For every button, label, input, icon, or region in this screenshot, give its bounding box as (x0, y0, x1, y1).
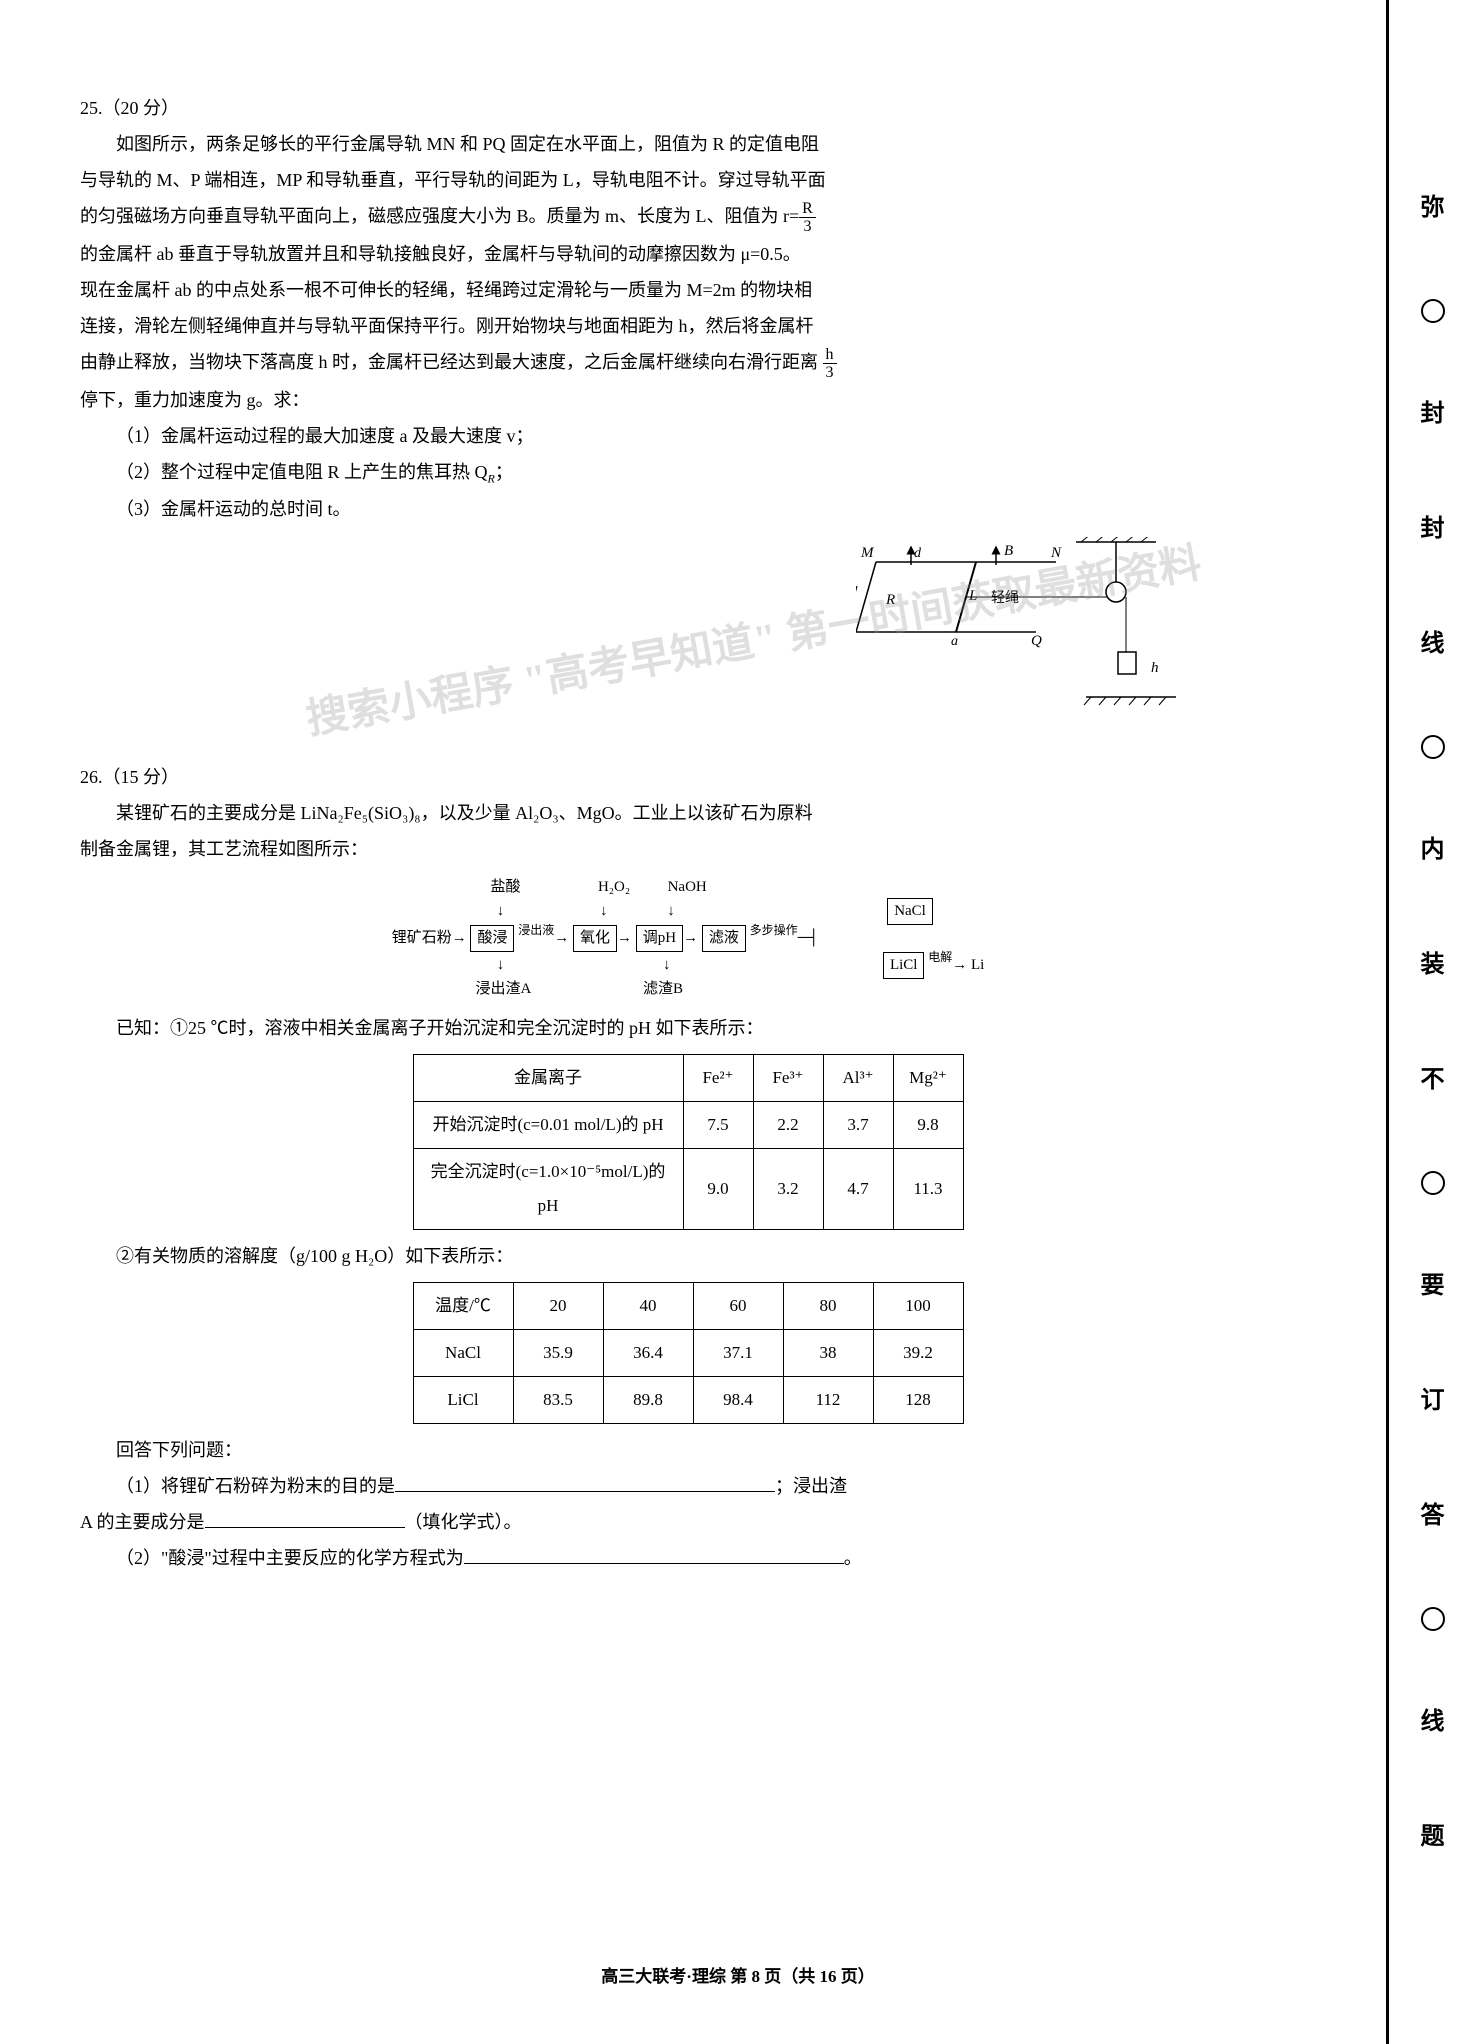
q25-line2b: 的匀强磁场方向垂直导轨平面向上，磁感应强度大小为 B。质量为 m、长度为 L、阻… (80, 198, 1296, 236)
q25-line6: 停下，重力加速度为 g。求： (80, 382, 1296, 418)
sidebar-char: 装 (1421, 941, 1445, 989)
svg-text:R: R (885, 592, 895, 608)
table-header-row: 温度/℃ 20 40 60 80 100 (413, 1282, 963, 1329)
q25-header: 25.（20 分） (80, 90, 1296, 126)
svg-text:B: B (1004, 543, 1013, 559)
circuit-svg: R d a B M N P Q L 轻绳 (856, 537, 1216, 717)
question-26: 26.（15 分） 某锂矿石的主要成分是 LiNa₂Fe₅(SiO₃)₈，以及少… (80, 759, 1296, 1576)
table-row: LiCl 83.5 89.8 98.4 112 128 (413, 1376, 963, 1423)
blank-input[interactable] (464, 1544, 844, 1564)
q26-solubility: ②有关物质的溶解度（g/100 g H₂O）如下表所示： (80, 1238, 1296, 1274)
question-25: 25.（20 分） 如图所示，两条足够长的平行金属导轨 MN 和 PQ 固定在水… (80, 90, 1296, 729)
table-header-row: 金属离子 Fe²⁺ Fe³⁺ Al³⁺ Mg²⁺ (413, 1054, 963, 1101)
circle-icon (1421, 299, 1445, 323)
exam-page: 25.（20 分） 如图所示，两条足够长的平行金属导轨 MN 和 PQ 固定在水… (0, 0, 1476, 2044)
circuit-diagram: R d a B M N P Q L 轻绳 (80, 537, 1296, 729)
table-row: 开始沉淀时(c=0.01 mol/L)的 pH 7.5 2.2 3.7 9.8 (413, 1101, 963, 1148)
sidebar-char: 封 (1421, 505, 1445, 553)
solubility-table: 温度/℃ 20 40 60 80 100 NaCl 35.9 36.4 37.1… (413, 1282, 964, 1424)
svg-text:h: h (1151, 660, 1159, 676)
svg-text:L: L (968, 588, 977, 604)
svg-text:轻绳: 轻绳 (991, 590, 1019, 606)
circle-icon (1421, 1607, 1445, 1631)
ph-table: 金属离子 Fe²⁺ Fe³⁺ Al³⁺ Mg²⁺ 开始沉淀时(c=0.01 mo… (413, 1054, 964, 1230)
sidebar-char: 封 (1421, 390, 1445, 438)
frac-h-3: h3 (823, 346, 837, 382)
svg-text:Q: Q (1031, 633, 1042, 649)
q25-sub2: （2）整个过程中定值电阻 R 上产生的焦耳热 QR； (80, 454, 1296, 491)
circle-icon (1421, 735, 1445, 759)
table-row: 完全沉淀时(c=1.0×10⁻⁵mol/L)的 pH 9.0 3.2 4.7 1… (413, 1148, 963, 1229)
q25-sub1: （1）金属杆运动过程的最大加速度 a 及最大速度 v； (80, 418, 1296, 454)
sidebar-char: 线 (1421, 1698, 1445, 1746)
q25-line4: 现在金属杆 ab 的中点处系一根不可伸长的轻绳，轻绳跨过定滑轮与一质量为 M=2… (80, 272, 1296, 308)
q25-line3: 的金属杆 ab 垂直于导轨放置并且和导轨接触良好，金属杆与导轨间的动摩擦因数为 … (80, 236, 1296, 272)
blank-input[interactable] (205, 1508, 405, 1528)
q25-line5b: 由静止释放，当物块下落高度 h 时，金属杆已经达到最大速度，之后金属杆继续向右滑… (80, 344, 1296, 382)
binding-sidebar: 弥 封 封 线 内 装 不 要 订 答 线 题 (1386, 0, 1476, 2044)
sidebar-char: 弥 (1421, 184, 1445, 232)
q26-blank1c: A 的主要成分是（填化学式）。 (80, 1504, 1296, 1540)
q26-blank1: （1）将锂矿石粉碎为粉末的目的是；浸出渣 (80, 1468, 1296, 1504)
q26-blank2: （2）"酸浸"过程中主要反应的化学方程式为。 (80, 1540, 1296, 1576)
svg-text:d: d (914, 546, 922, 561)
blank-input[interactable] (395, 1472, 775, 1492)
q26-known: 已知：①25 ℃时，溶液中相关金属离子开始沉淀和完全沉淀时的 pH 如下表所示： (80, 1010, 1296, 1046)
q26-header: 26.（15 分） (80, 759, 1296, 795)
q25-sub3: （3）金属杆运动的总时间 t。 (80, 491, 1296, 527)
sidebar-char: 不 (1421, 1056, 1445, 1104)
flow-diagram: 盐酸 H₂O₂ NaOH ↓ ↓ ↓ NaCl 锂矿石粉→ (80, 877, 1296, 1000)
q25-line1: 如图所示，两条足够长的平行金属导轨 MN 和 PQ 固定在水平面上，阻值为 R … (80, 126, 1296, 162)
frac-R-3: R3 (799, 200, 816, 236)
q25-line5a: 连接，滑轮左侧轻绳伸直并与导轨平面保持平行。刚开始物块与地面相距为 h，然后将金… (80, 308, 1296, 344)
svg-text:M: M (860, 545, 875, 561)
svg-text:a: a (951, 634, 958, 649)
q25-line2a: 与导轨的 M、P 端相连，MP 和导轨垂直，平行导轨的间距为 L，导轨电阻不计。… (80, 162, 1296, 198)
sidebar-char: 题 (1421, 1813, 1445, 1861)
page-footer: 高三大联考·理综 第 8 页（共 16 页） (0, 1960, 1476, 1994)
circle-icon (1421, 1171, 1445, 1195)
content-area: 25.（20 分） 如图所示，两条足够长的平行金属导轨 MN 和 PQ 固定在水… (80, 90, 1356, 1576)
q26-answer: 回答下列问题： (80, 1432, 1296, 1468)
sidebar-char: 订 (1421, 1377, 1445, 1425)
sidebar-char: 答 (1421, 1492, 1445, 1540)
svg-text:N: N (1050, 545, 1062, 561)
q26-line1: 某锂矿石的主要成分是 LiNa₂Fe₅(SiO₃)₈，以及少量 Al₂O₃、Mg… (80, 795, 1296, 831)
sidebar-char: 要 (1421, 1262, 1445, 1310)
q26-line2: 制备金属锂，其工艺流程如图所示： (80, 831, 1296, 867)
sidebar-char: 内 (1421, 826, 1445, 874)
sidebar-char: 线 (1421, 620, 1445, 668)
table-row: NaCl 35.9 36.4 37.1 38 39.2 (413, 1329, 963, 1376)
